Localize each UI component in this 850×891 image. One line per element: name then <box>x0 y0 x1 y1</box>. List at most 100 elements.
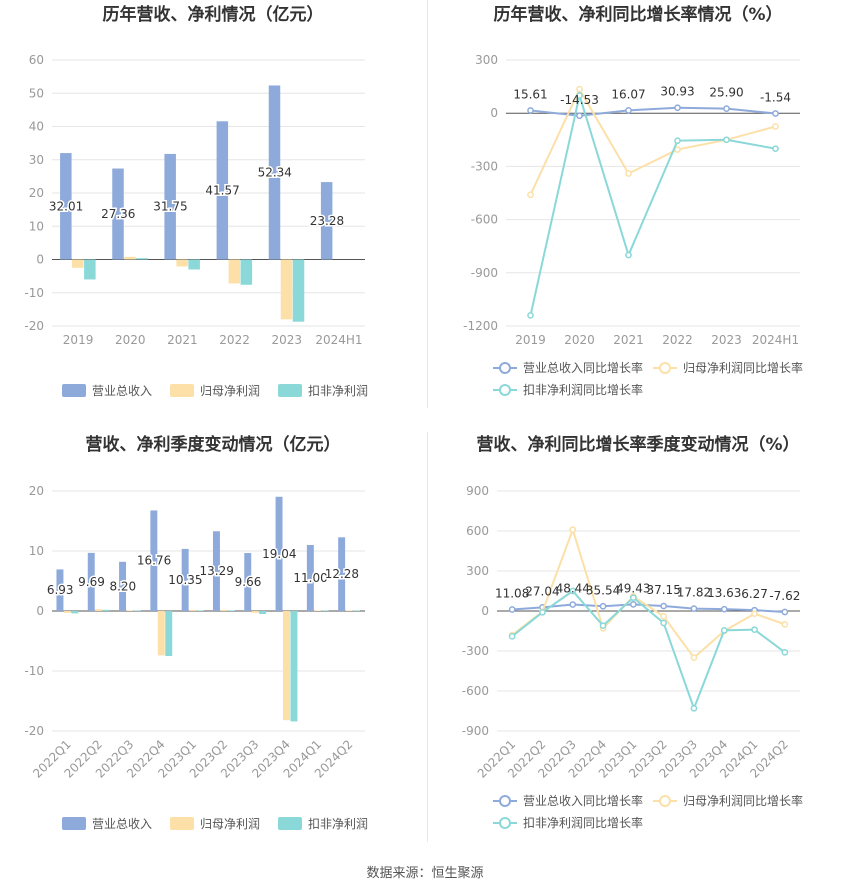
vertical-divider <box>427 432 428 842</box>
data-point <box>720 605 728 613</box>
data-label: 13.63 <box>707 586 741 600</box>
y-tick-label: 600 <box>466 524 489 538</box>
data-point <box>630 594 637 602</box>
y-tick-label: 50 <box>29 86 44 100</box>
data-point <box>751 626 758 634</box>
y-tick-label: 0 <box>36 253 44 267</box>
data-label: -14.53 <box>560 93 599 107</box>
bar-deducted-profit <box>188 259 200 270</box>
data-point <box>508 632 516 640</box>
legend-label: 归母净利润同比增长率 <box>683 360 803 375</box>
bar-net-profit <box>95 609 103 611</box>
bar-net-profit <box>124 256 136 260</box>
y-tick-label: 0 <box>36 604 44 618</box>
data-point <box>576 92 583 99</box>
bar-revenue <box>112 168 124 260</box>
data-label: -7.62 <box>769 589 800 603</box>
bar-deducted-profit <box>292 259 305 322</box>
bar-revenue <box>216 121 229 260</box>
data-label: 11.08 <box>495 587 529 601</box>
x-tick-label: 2020 <box>115 333 146 347</box>
data-label: 41.57 <box>205 183 239 197</box>
legend-marker <box>659 795 671 807</box>
bar-net-profit <box>63 611 71 613</box>
chart-quarterly-amount: 营收、净利季度变动情况（亿元）-20-10010202022Q12022Q220… <box>24 434 368 831</box>
data-point <box>569 526 577 534</box>
bar-revenue <box>87 552 95 611</box>
data-label: 48.44 <box>556 582 590 596</box>
y-tick-label: -300 <box>471 159 498 173</box>
data-label: 16.07 <box>611 87 645 101</box>
data-label: 19.04 <box>262 547 296 561</box>
bar-deducted-profit <box>196 610 204 611</box>
x-tick-label: 2022 <box>662 333 693 347</box>
data-point <box>576 112 583 120</box>
x-tick-label: 2020 <box>564 333 595 347</box>
legend-label: 扣非净利润同比增长率 <box>523 815 643 830</box>
bar-revenue <box>150 510 158 611</box>
bar-revenue <box>60 153 72 260</box>
bar-net-profit <box>189 609 197 611</box>
y-tick-label: 300 <box>475 53 498 67</box>
y-tick-label: 10 <box>29 219 44 233</box>
data-point <box>674 104 681 112</box>
x-tick-label: 2019 <box>63 333 94 347</box>
data-point <box>720 626 728 634</box>
legend-label: 营业总收入 <box>92 817 152 831</box>
data-point <box>539 608 546 616</box>
bar-deducted-profit <box>71 611 79 614</box>
data-label: 16.76 <box>137 554 171 568</box>
y-tick-label: 900 <box>466 484 489 498</box>
bar-revenue <box>164 153 176 260</box>
x-tick-label: 2024H1 <box>752 333 799 347</box>
chart-annual-amount: 历年营收、净利情况（亿元） -20 -10 0 10 20 30 40 50 60 2019 2020… <box>24 4 368 398</box>
data-point <box>625 170 632 177</box>
legend-marker <box>499 362 511 374</box>
data-point <box>660 619 668 627</box>
series-line <box>529 91 776 316</box>
legend-marker <box>499 817 511 829</box>
data-label: 49.43 <box>616 581 650 595</box>
data-point <box>674 137 681 145</box>
data-point <box>723 136 730 144</box>
data-point <box>690 654 698 662</box>
legend-marker <box>499 384 511 396</box>
bar-net-profit <box>314 610 322 611</box>
data-label: 9.66 <box>235 575 262 589</box>
data-label: 25.90 <box>709 86 743 100</box>
y-tick-label: -1200 <box>463 319 498 333</box>
data-point <box>508 606 516 613</box>
y-tick-label: 0 <box>481 604 489 618</box>
data-label: 6.93 <box>47 583 74 597</box>
x-tick-label: 2021 <box>167 333 198 347</box>
legend-swatch <box>170 817 194 830</box>
data-label: 8.20 <box>109 579 136 593</box>
chart-quarterly-growth: 营收、净利同比增长率季度变动情况（%） -900 -600 -300 0 300 600 90… <box>462 434 803 830</box>
bar-net-profit <box>72 259 84 268</box>
bar-deducted-profit <box>321 610 329 611</box>
data-source: 数据来源：恒生聚源 <box>366 866 484 881</box>
data-label: 23.28 <box>310 214 344 228</box>
bar-revenue <box>181 548 189 611</box>
data-point <box>781 608 789 616</box>
bar-deducted-profit <box>259 611 267 614</box>
x-tick-label: 2024H1 <box>315 333 362 347</box>
legend-swatch <box>62 817 86 830</box>
y-tick-label: -900 <box>471 266 498 280</box>
bar-deducted-profit <box>240 259 253 285</box>
bar-net-profit <box>126 610 134 611</box>
data-point <box>690 704 698 712</box>
legend-label: 扣非净利润 <box>308 817 368 831</box>
legend-label: 归母净利润同比增长率 <box>683 793 803 808</box>
bar-revenue <box>56 569 64 611</box>
bar-revenue <box>306 545 314 611</box>
x-tick-label: 2019 <box>515 333 546 347</box>
data-point <box>772 123 779 130</box>
chart-annual-growth: 历年营收、净利同比增长率情况（%） -1200 -900 -600 -300 0 300 20… <box>463 4 803 397</box>
legend-swatch <box>62 384 86 397</box>
data-point <box>751 610 758 618</box>
data-point <box>569 587 577 595</box>
y-tick-label: -10 <box>24 664 44 678</box>
data-label: 12.28 <box>325 567 359 581</box>
data-label: 27.36 <box>101 207 135 221</box>
